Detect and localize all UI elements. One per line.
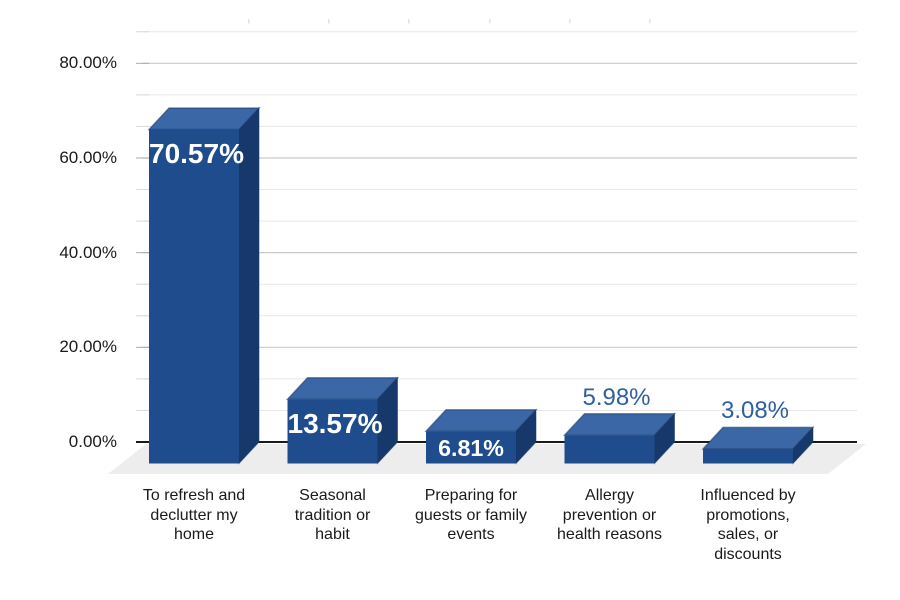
bar-front-face: [426, 431, 516, 464]
bar-top-face: [424, 409, 538, 433]
bar-front-face: [287, 399, 378, 464]
bar-value-label: 5.98%: [582, 383, 651, 411]
y-axis-label: 40.00%: [59, 242, 117, 262]
category-label: Influenced by promotions, sales, or discoun…: [700, 487, 796, 563]
category-label: Allergy prevention or health reasons: [557, 487, 662, 543]
bar-top-face: [147, 107, 261, 131]
faint-top-tick: [408, 19, 410, 24]
faint-top-tick: [649, 19, 651, 24]
bar-top-face: [701, 426, 815, 450]
category-label: Seasonal tradition or habit: [294, 487, 371, 543]
y-axis-label: 0.00%: [68, 432, 117, 451]
bar-front-face: [149, 129, 239, 464]
y-axis-label: 60.00%: [59, 147, 117, 167]
bar-value-label: 6.81%: [438, 434, 504, 461]
bar-top-face: [285, 377, 400, 401]
y-axis-label: 20.00%: [59, 337, 117, 357]
y-axis-label: 80.00%: [59, 53, 117, 73]
bar-value-label: 70.57%: [149, 138, 244, 170]
category-label: Preparing for guests or family events: [414, 487, 528, 543]
faint-top-tick: [569, 19, 571, 24]
faint-top-tick: [328, 19, 330, 24]
bar-front-face: [703, 448, 793, 464]
bar-value-label: 13.57%: [287, 408, 383, 440]
bar-top-face: [562, 412, 677, 436]
faint-top-tick: [248, 19, 250, 24]
category-label: To refresh and declutter my home: [142, 487, 246, 543]
bar-front-face: [564, 435, 655, 464]
bar-value-label: 3.08%: [720, 397, 790, 425]
faint-top-tick: [489, 19, 491, 24]
